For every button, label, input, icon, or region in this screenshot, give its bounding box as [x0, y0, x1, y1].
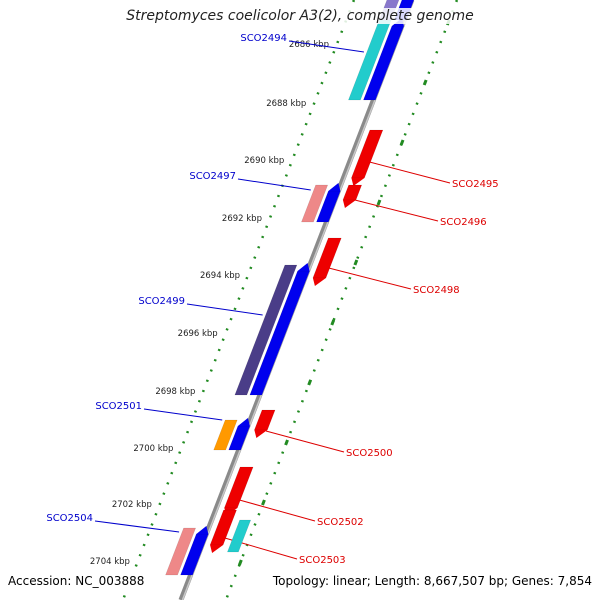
gene-SCO2503-arrow — [210, 545, 224, 553]
gene-SCO2495-block — [351, 129, 384, 179]
gene-label: SCO2500 — [346, 448, 393, 459]
accession-text: Accession: NC_003888 — [8, 574, 145, 588]
gene-SCO2500-arrow — [254, 430, 268, 438]
tick-mark — [307, 379, 313, 386]
tick-mark — [284, 439, 289, 446]
ruler-label: 2692 kbp — [222, 214, 262, 224]
tick-mark — [238, 559, 243, 566]
gene-SCO2497-outer — [301, 184, 329, 223]
gene-label: SCO2504 — [46, 513, 93, 524]
gene-label: SCO2495 — [452, 179, 499, 190]
gene-label: SCO2499 — [138, 296, 185, 307]
gene-extra-cyan-block — [227, 519, 252, 553]
gene-SCO2498-arrow — [312, 278, 326, 286]
tick-mark — [376, 199, 382, 206]
gene-label-leader — [186, 303, 263, 316]
gene-label-leader — [288, 40, 364, 53]
ruler-label: 2690 kbp — [244, 156, 284, 166]
gene-label: SCO2494 — [240, 33, 287, 44]
gene-label-leader — [94, 520, 180, 533]
gene-label: SCO2498 — [413, 285, 460, 296]
gene-label: SCO2497 — [189, 171, 236, 182]
right-tick-track — [224, 0, 459, 600]
gene-label-leader — [143, 408, 223, 421]
gene-SCO2501-outer — [213, 419, 238, 451]
gene-SCO2496-arrow — [342, 200, 356, 208]
tick-mark — [399, 139, 405, 146]
gene-label: SCO2502 — [317, 517, 364, 528]
gene-label-leader — [265, 430, 345, 453]
ruler-label: 2700 kbp — [133, 444, 173, 454]
gene-label-leader — [239, 499, 316, 522]
topology-summary: Topology: linear; Length: 8,667,507 bp; … — [272, 574, 592, 588]
ruler-label: 2686 kbp — [289, 40, 329, 50]
ruler-label: 2698 kbp — [155, 387, 195, 397]
ruler-label: 2702 kbp — [112, 500, 152, 510]
ruler-label: 2694 kbp — [200, 271, 240, 281]
gene-SCO2500-block — [254, 409, 276, 431]
gene-SCO2496-block — [342, 184, 363, 201]
gene-SCO2501-arrow — [237, 418, 250, 426]
gene-SCO2504-outer — [165, 527, 197, 576]
gene-label-leader — [369, 161, 451, 184]
gene-label: SCO2503 — [299, 555, 346, 566]
gene-SCO2499-outer — [234, 264, 298, 396]
gene-SCO2504-arrow — [196, 526, 209, 534]
gene-label-leader — [328, 267, 412, 290]
ruler-label: 2688 kbp — [266, 99, 306, 109]
gene-label-leader — [237, 178, 311, 191]
gene-label-leader — [354, 199, 439, 222]
gene-label: SCO2496 — [440, 217, 487, 228]
map-title: Streptomyces coelicolor A3(2), complete … — [0, 8, 600, 24]
tick-mark — [353, 259, 359, 266]
ruler-label: 2696 kbp — [178, 329, 218, 339]
tick-mark — [261, 499, 266, 506]
ruler-label: 2704 kbp — [90, 557, 130, 567]
gene-SCO2497-arrow — [328, 183, 341, 191]
gene-SCO2495-arrow — [351, 178, 365, 186]
tick-mark — [330, 319, 336, 326]
tick-mark — [422, 79, 428, 86]
gene-label: SCO2501 — [95, 401, 142, 412]
gene-SCO2499-arrow — [297, 263, 310, 271]
